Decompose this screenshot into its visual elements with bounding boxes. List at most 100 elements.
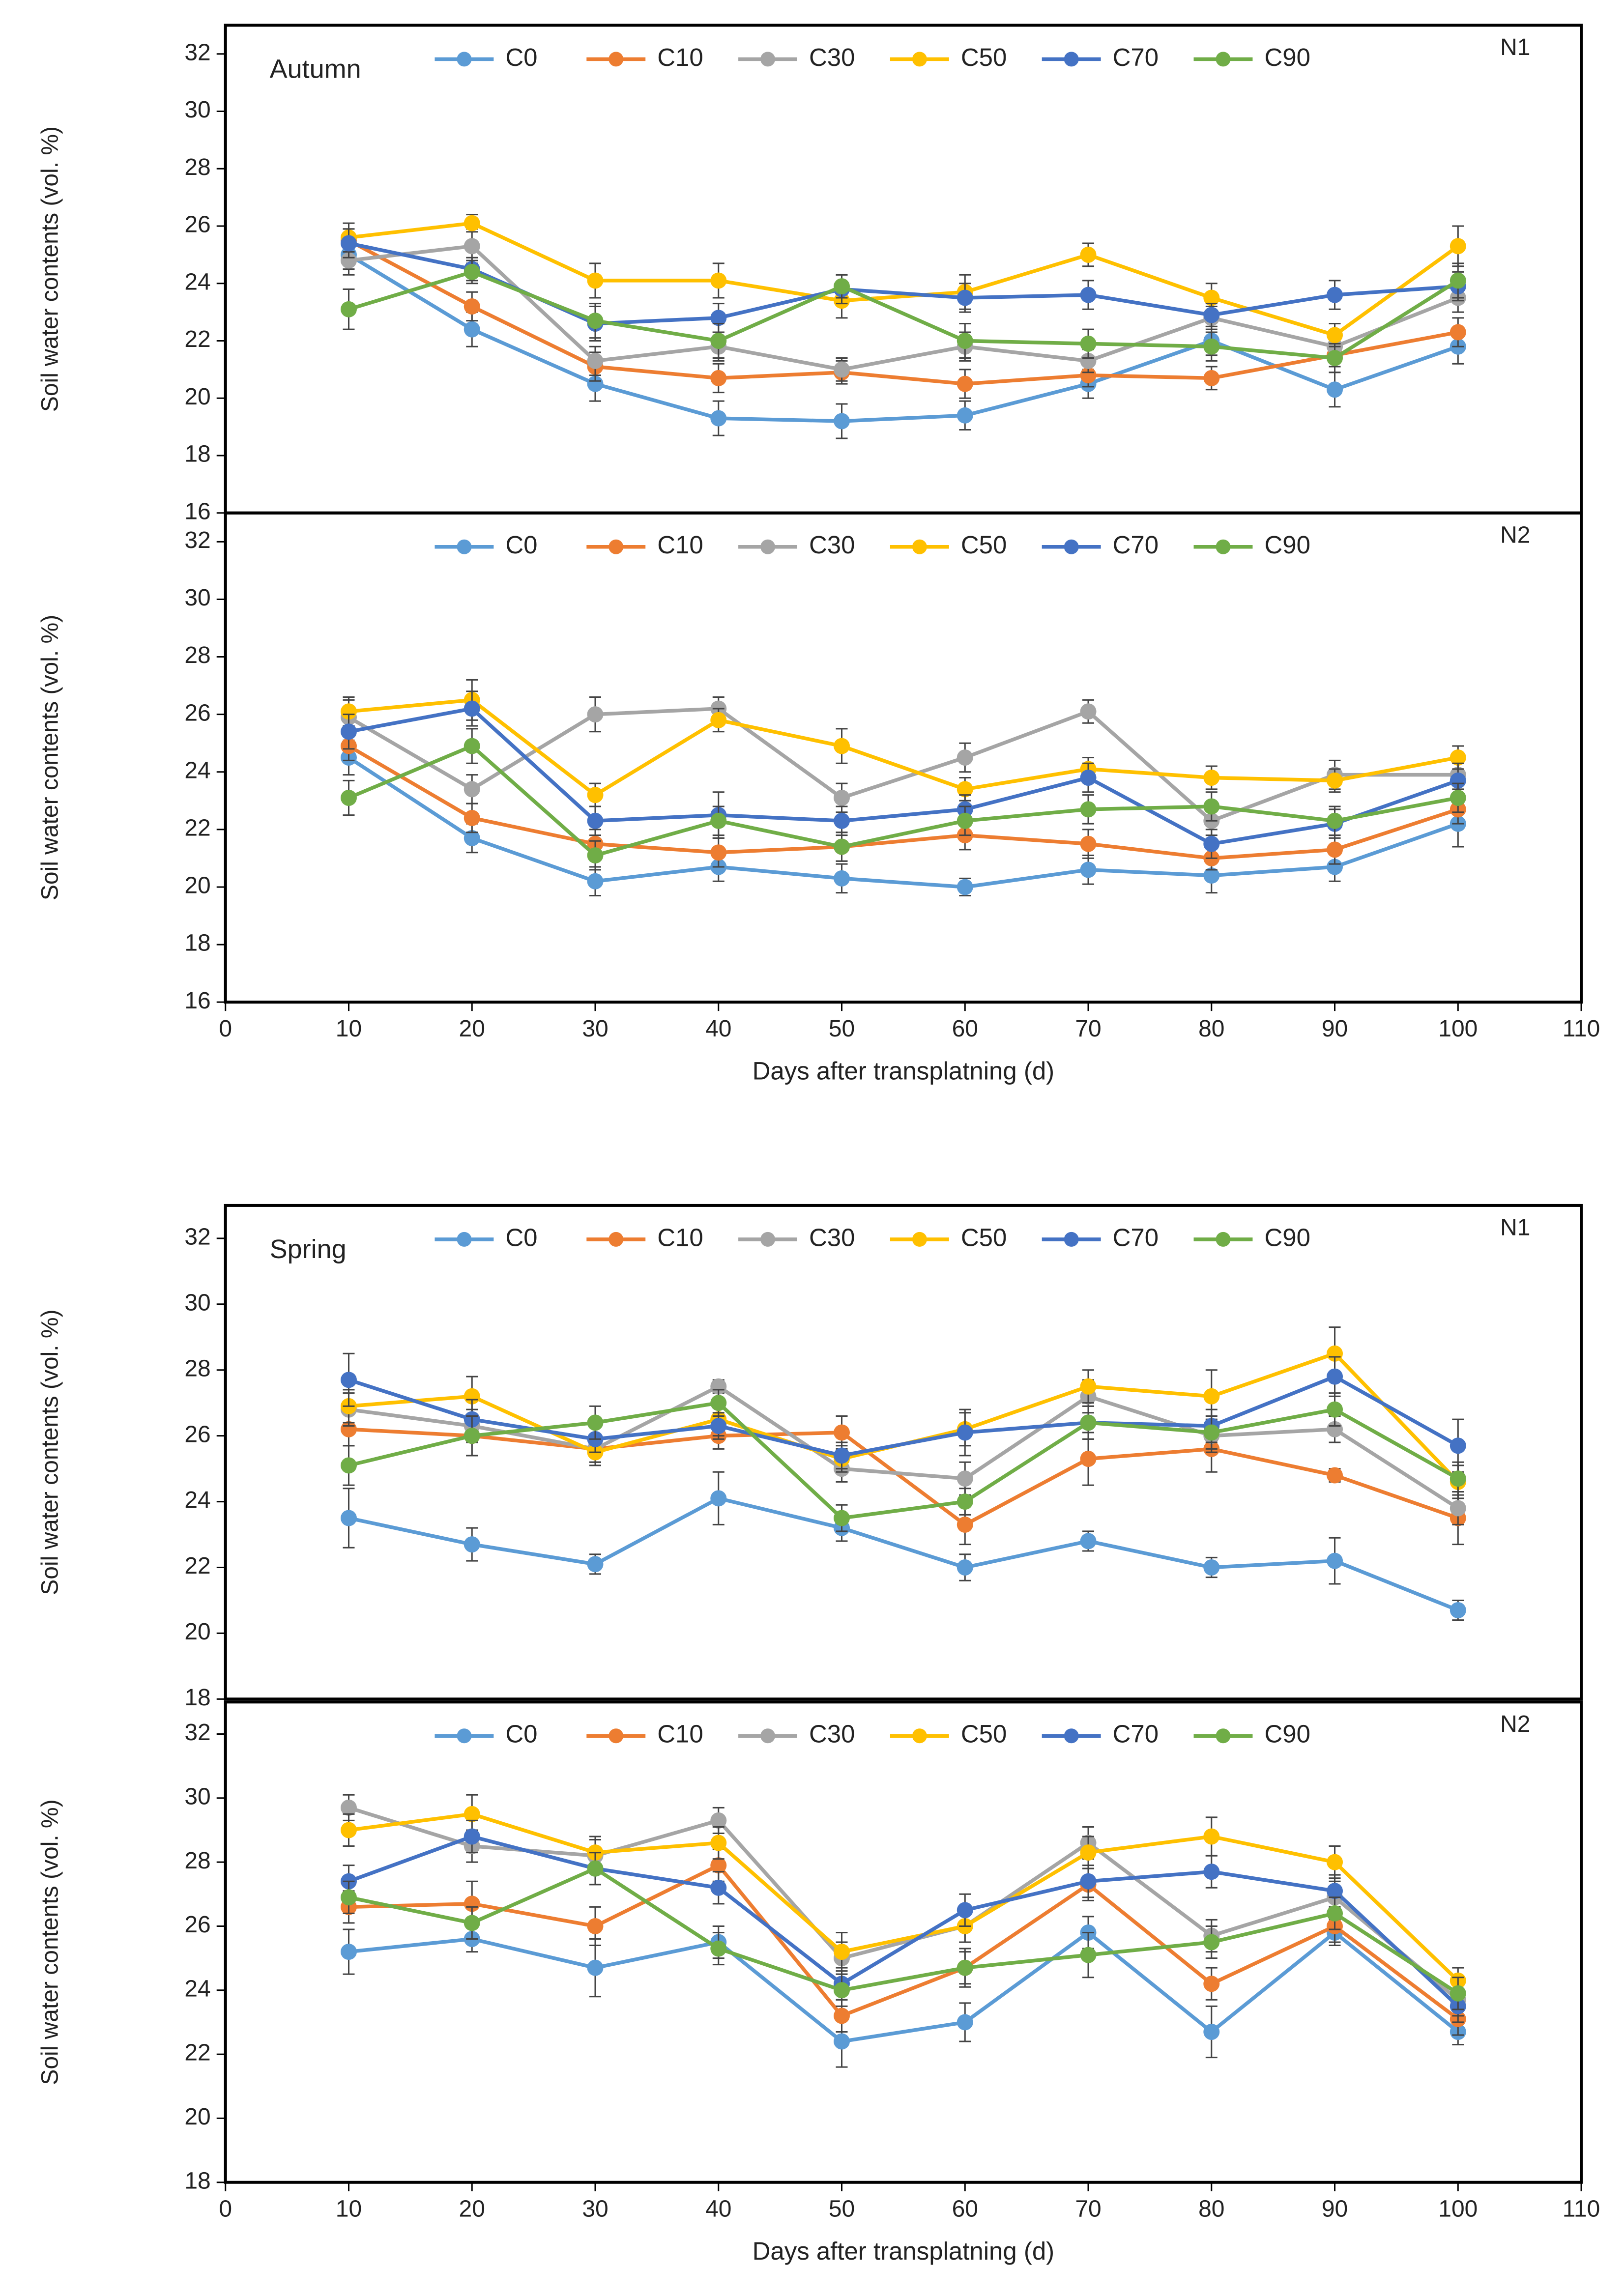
data-point (587, 812, 604, 829)
series (340, 731, 1466, 871)
y-tick-label: 28 (184, 1848, 210, 1874)
legend-label: C30 (809, 1223, 855, 1251)
data-point (710, 310, 727, 326)
legend-marker (1216, 52, 1231, 67)
data-point (1080, 1844, 1097, 1861)
y-tick-label: 18 (184, 2168, 210, 2194)
legend-label: C10 (657, 43, 703, 71)
data-point (1450, 749, 1466, 766)
legend-marker (609, 1232, 624, 1247)
x-tick-label: 50 (829, 2196, 855, 2222)
data-point (957, 781, 973, 798)
data-point (340, 723, 357, 740)
data-point (834, 361, 850, 378)
data-point (464, 263, 480, 280)
data-point (1327, 1345, 1343, 1362)
data-point (464, 1388, 480, 1405)
data-point (1203, 867, 1220, 884)
series-line (348, 221, 1459, 337)
legend-label: C70 (1113, 43, 1159, 71)
data-point (1327, 772, 1343, 789)
data-point (1203, 1424, 1220, 1441)
y-axis-label: Soil water contents (vol. %) (37, 1799, 63, 2085)
data-point (710, 1395, 727, 1411)
series (340, 1852, 1466, 2010)
data-point (587, 313, 604, 329)
series-line (348, 756, 1459, 889)
data-point (1080, 1533, 1097, 1550)
x-tick-label: 0 (219, 1016, 232, 1042)
data-point (1080, 335, 1097, 352)
data-point (957, 879, 973, 895)
data-point (1080, 1451, 1097, 1467)
y-axis-label: Soil water contents (vol. %) (37, 615, 63, 900)
y-tick-label: 26 (184, 1421, 210, 1447)
legend-marker (760, 1728, 776, 1744)
data-point (1327, 1854, 1343, 1870)
panel-label: N2 (1500, 1711, 1530, 1737)
y-tick-label: 24 (184, 757, 210, 783)
data-point (834, 870, 850, 887)
x-tick-label: 90 (1322, 2196, 1348, 2222)
legend-label: C30 (809, 1720, 855, 1748)
data-point (1327, 1552, 1343, 1569)
data-point (1327, 1883, 1343, 1899)
series-line (348, 1835, 1459, 2008)
data-point (1327, 1401, 1343, 1418)
data-point (464, 781, 480, 798)
data-point (1203, 2023, 1220, 2040)
series (340, 228, 1466, 382)
data-point (587, 1414, 604, 1431)
data-point (834, 812, 850, 829)
panel-title: Spring (270, 1234, 347, 1264)
y-tick-label: 18 (184, 930, 210, 956)
data-point (1450, 238, 1466, 255)
x-tick-label: 50 (829, 1016, 855, 1042)
data-point (340, 301, 357, 317)
data-point (1450, 1500, 1466, 1517)
legend-label: C10 (657, 531, 703, 559)
data-point (587, 787, 604, 804)
data-point (957, 1902, 973, 1919)
series (340, 1471, 1466, 1621)
y-tick-label: 32 (184, 527, 210, 553)
legend-label: C50 (961, 1720, 1007, 1748)
data-point (957, 749, 973, 766)
y-tick-label: 22 (184, 326, 210, 352)
y-tick-label: 32 (184, 1720, 210, 1746)
legend-label: C10 (657, 1720, 703, 1748)
x-tick-label: 70 (1075, 2196, 1101, 2222)
data-point (587, 873, 604, 890)
panel-label: N2 (1500, 522, 1530, 548)
data-point (464, 215, 480, 231)
legend-label: C70 (1113, 1223, 1159, 1251)
y-tick-label: 16 (184, 498, 210, 524)
x-tick-label: 10 (336, 1016, 362, 1042)
y-tick-label: 22 (184, 2040, 210, 2066)
data-point (957, 2014, 973, 2031)
plot-frame (224, 511, 1583, 1004)
legend-label: C90 (1264, 531, 1310, 559)
data-point (957, 1470, 973, 1487)
data-point (1203, 1934, 1220, 1951)
series-line (348, 1384, 1459, 1510)
legend-label: C50 (961, 531, 1007, 559)
plot-frame (224, 1204, 1583, 1701)
x-tick-label: 110 (1563, 1016, 1600, 1042)
y-axis-label: Soil water contents (vol. %) (37, 1310, 63, 1595)
series (340, 728, 1466, 871)
data-point (1080, 1947, 1097, 1963)
data-point (834, 789, 850, 806)
series-line (348, 707, 1458, 823)
data-point (710, 410, 727, 427)
data-point (1080, 1873, 1097, 1890)
y-tick-label: 16 (184, 988, 210, 1014)
data-point (1203, 1388, 1220, 1405)
data-point (1327, 859, 1343, 875)
series (340, 1378, 1466, 1525)
data-point (1080, 1414, 1097, 1431)
data-point (1450, 1985, 1466, 2002)
series-line (348, 706, 1459, 846)
data-point (464, 700, 480, 717)
